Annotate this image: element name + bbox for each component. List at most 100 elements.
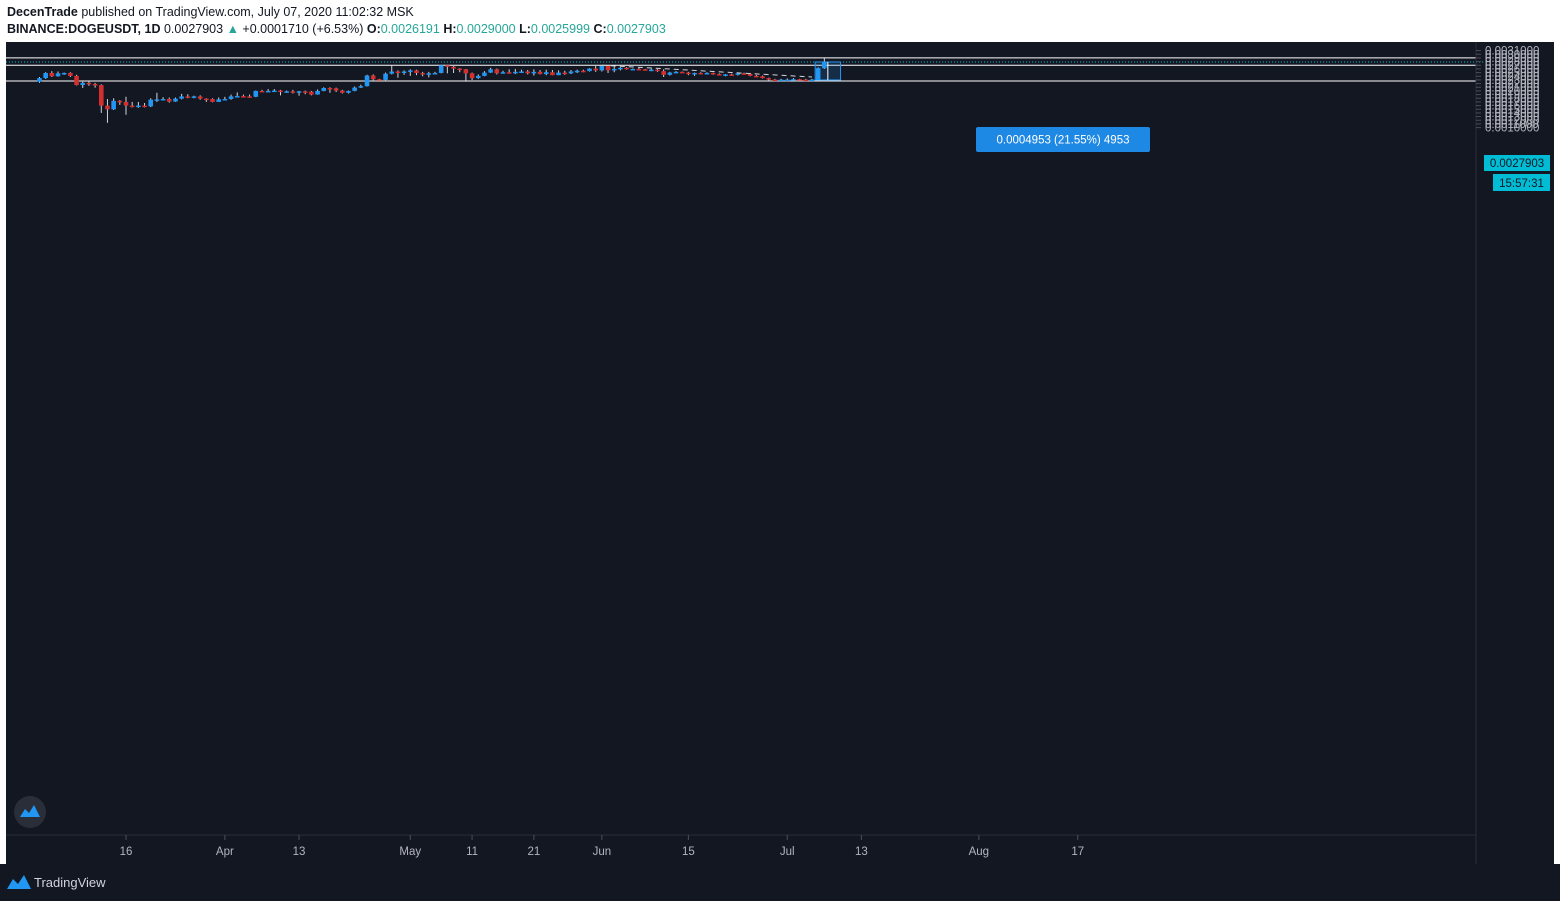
candle [525, 70, 530, 75]
candle [309, 90, 314, 96]
candle-body [673, 71, 679, 74]
candle-body [649, 69, 654, 72]
candle [407, 69, 413, 76]
candle [129, 101, 135, 108]
time-tick-label: 13 [293, 846, 306, 858]
price-axis[interactable]: 0.00310000.00300000.00290000.00280000.00… [1476, 46, 1539, 135]
price-tick-label: 0.0027000 [1485, 60, 1539, 72]
candle-body [49, 72, 55, 77]
candle-body [624, 67, 629, 70]
candle [426, 71, 432, 78]
candle [754, 74, 759, 78]
countdown-label: 15:57:31 [1499, 178, 1544, 190]
candle-body [494, 69, 500, 74]
candle-body [383, 73, 388, 80]
candle-body [414, 70, 419, 73]
candle [105, 98, 110, 123]
time-tick-label: Jul [780, 846, 795, 858]
candle [475, 74, 481, 79]
candle [358, 84, 364, 88]
candle-body [655, 69, 660, 72]
tv-logo-button[interactable] [14, 796, 46, 828]
candle [494, 68, 500, 75]
time-axis[interactable]: 16 Apr 13 May 11 21 Jun 15 Jul 13 Aug 17 [120, 835, 1085, 858]
horizontal-levels[interactable] [6, 57, 1476, 82]
candle-body [197, 96, 203, 99]
candle-body [636, 68, 642, 71]
candle [364, 74, 370, 87]
candle-body [661, 71, 666, 75]
candle [414, 69, 419, 76]
candle-body [432, 72, 438, 75]
candle-body [710, 72, 716, 75]
candle [630, 68, 636, 71]
candle [543, 69, 549, 76]
candles [37, 57, 827, 123]
candle-body [630, 68, 636, 71]
candle [327, 87, 333, 93]
candle-body [346, 90, 351, 93]
candle [611, 66, 617, 73]
open-value: 0.0026191 [380, 22, 440, 36]
candle-body [265, 90, 271, 93]
candle-body [185, 96, 191, 98]
candle-body [117, 100, 123, 103]
measure-tooltip: 0.0004953 (21.55%) 4953 [976, 127, 1150, 152]
candle-body [80, 82, 86, 86]
candle [809, 78, 815, 82]
low-value: 0.0025999 [530, 22, 590, 36]
candle-body [278, 90, 283, 93]
candle-body [123, 101, 129, 106]
price-tick-label: 0.0018000 [1485, 93, 1539, 105]
price-tick-label: 0.0011000 [1485, 119, 1539, 131]
candle-body [822, 61, 827, 69]
candle-body [352, 87, 357, 91]
candle [469, 72, 475, 80]
candle [197, 95, 203, 100]
price-tick-label: 0.0015000 [1485, 104, 1539, 116]
brand-label[interactable]: TradingView [34, 875, 106, 890]
price-tick-label: 0.0025000 [1485, 68, 1539, 80]
candle-body [686, 72, 691, 75]
candle [272, 89, 277, 93]
candle-body [253, 90, 259, 97]
candle [760, 75, 765, 79]
price-tick-label: 0.0030000 [1485, 49, 1539, 61]
candle-body [506, 72, 512, 74]
candle-body [61, 72, 67, 75]
candle-body [698, 72, 704, 75]
drawings[interactable]: 0.0004953 (21.55%) 4953 [6, 61, 1484, 152]
symbol-label[interactable]: BINANCE:DOGEUSDT, 1D [7, 22, 161, 36]
candle-body [741, 73, 747, 75]
trendline[interactable] [601, 64, 813, 78]
candle [173, 97, 178, 102]
candle-body [556, 72, 561, 76]
time-tick-label: Apr [216, 846, 234, 858]
price-tick-label: 0.0019000 [1485, 90, 1539, 102]
candle-body [68, 72, 73, 76]
candle-body [475, 75, 481, 79]
chart-area[interactable]: 0.0004953 (21.55%) 4953 0.0031000 0.00300… [6, 42, 1554, 864]
candle [136, 101, 141, 108]
candle [797, 78, 802, 81]
candle [346, 90, 351, 94]
candle-body [210, 98, 215, 102]
candle-body [191, 96, 197, 98]
candle-body [92, 83, 98, 86]
candle-body [43, 72, 48, 79]
candle-body [667, 72, 673, 75]
candle [772, 78, 778, 82]
candle [123, 96, 129, 115]
price-chart[interactable]: 0.0004953 (21.55%) 4953 0.00310000.00300… [6, 42, 1554, 864]
candle [377, 78, 382, 81]
candle-body [692, 72, 697, 75]
candle-body [136, 105, 141, 108]
price-tick-label: 0.0023000 [1485, 75, 1539, 87]
candle-body [568, 71, 574, 74]
candle [222, 96, 228, 101]
low-label: L: [519, 22, 531, 36]
candle-body [543, 72, 549, 75]
candle-body [513, 71, 518, 74]
candle-body [259, 90, 265, 93]
author-name[interactable]: DecenTrade [7, 5, 78, 19]
